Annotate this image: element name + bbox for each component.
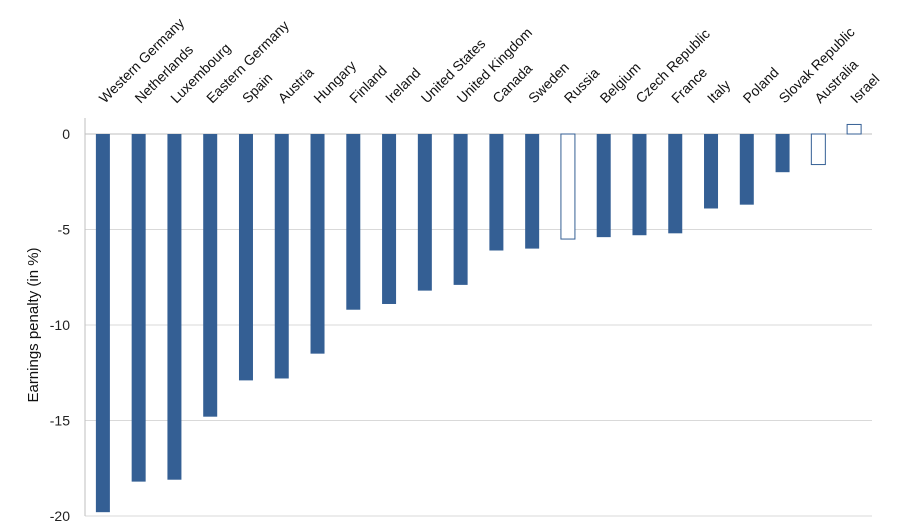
bar-austria — [274, 134, 289, 379]
category-label: Austria — [275, 64, 317, 106]
category-labels: Western GermanyNetherlandsLuxembourgEast… — [96, 15, 883, 106]
y-tick-label: 0 — [62, 126, 70, 142]
bar-italy — [704, 134, 719, 209]
bar-australia — [810, 133, 826, 166]
category-label: Ireland — [382, 65, 424, 107]
bar-netherlands — [131, 134, 146, 482]
bar-eastern-germany — [203, 134, 218, 417]
bars — [95, 123, 862, 513]
bar-slovak-republic — [775, 134, 790, 173]
bar-israel — [846, 123, 862, 135]
y-axis-title: Earnings penalty (in %) — [25, 247, 42, 402]
bar-ireland — [382, 134, 397, 304]
bar-belgium — [596, 134, 611, 238]
bar-spain — [238, 134, 253, 381]
bar-sweden — [525, 134, 540, 249]
bar-united-kingdom — [453, 134, 468, 285]
bar-luxembourg — [167, 134, 182, 480]
y-tick-labels: 0 -5 -10 -15 -20 — [50, 126, 70, 524]
category-label: Poland — [740, 64, 782, 106]
bar-france — [668, 134, 683, 234]
bar-russia — [560, 133, 576, 240]
y-tick-label: -15 — [50, 413, 70, 429]
bar-poland — [739, 134, 754, 205]
bar-united-states — [417, 134, 432, 291]
bar-western-germany — [95, 134, 110, 513]
y-tick-label: -10 — [50, 317, 70, 333]
y-tick-label: -20 — [50, 508, 70, 524]
bar-canada — [489, 134, 504, 251]
bar-hungary — [310, 134, 325, 354]
axes — [84, 118, 872, 516]
bar-finland — [346, 134, 361, 310]
category-label: Italy — [704, 77, 733, 106]
gridlines — [85, 229, 872, 517]
bar-czech-republic — [632, 134, 647, 236]
y-tick-label: -5 — [58, 222, 71, 238]
